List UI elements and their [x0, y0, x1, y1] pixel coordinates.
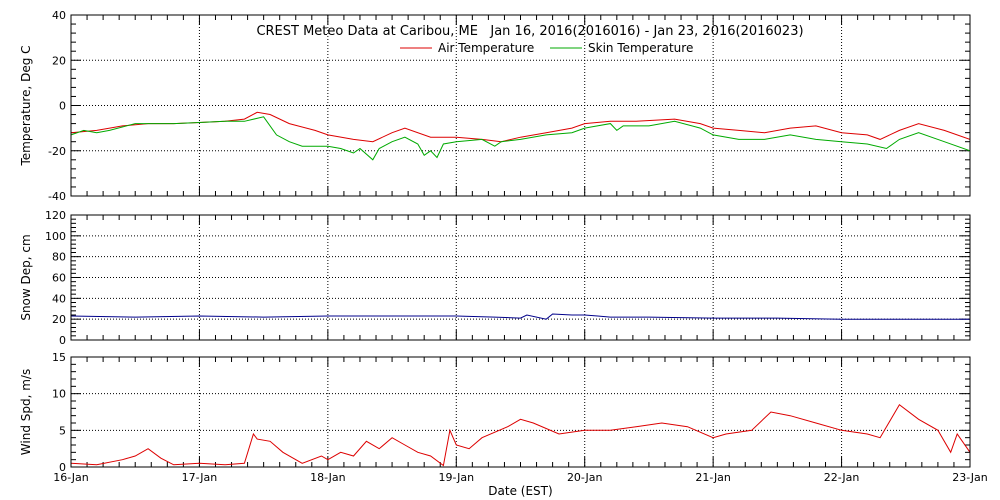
plot-frame [70, 214, 971, 341]
panel-2: 0 20 40 60 80 100 120 Snow Dep, cm [19, 209, 971, 347]
panels: -40 -20 0 20 40 Temperature, Deg C Air Tempera… [19, 9, 988, 498]
series-line-air-temperature [71, 111, 970, 143]
legend-label: Skin Temperature [588, 41, 693, 55]
series-line-3-1 [71, 403, 970, 467]
y-tick-label: 80 [52, 251, 66, 264]
panel-1: -40 -20 0 20 40 Temperature, Deg C Air Tempera… [19, 9, 971, 203]
y-tick-label: 10 [52, 388, 66, 401]
y-tick-label: 20 [52, 54, 66, 67]
x-tick-label: 19-Jan [439, 471, 475, 484]
x-tick-label: 22-Jan [824, 471, 860, 484]
y-axis-label: Snow Dep, cm [19, 234, 33, 320]
legend: Air Temperature Skin Temperature [400, 41, 693, 55]
x-tick-label: 16-Jan [53, 471, 89, 484]
y-tick-label: 15 [52, 351, 66, 364]
y-tick-label: 40 [52, 9, 66, 22]
x-tick-label: 18-Jan [310, 471, 346, 484]
chart-title: CREST Meteo Data at Caribou, ME Jan 16, … [256, 24, 803, 39]
series-line-skin-temperature [71, 116, 970, 161]
y-axis-label: Wind Spd, m/s [19, 369, 33, 455]
x-tick-label: 23-Jan [952, 471, 988, 484]
y-tick-label: 0 [59, 100, 66, 113]
y-tick-label: 0 [59, 461, 66, 474]
y-axis-label: Temperature, Deg C [19, 45, 33, 166]
y-tick-label: 60 [52, 272, 66, 285]
legend-label: Air Temperature [438, 41, 534, 55]
y-tick-label: -40 [48, 190, 66, 203]
y-tick-label: 120 [45, 209, 66, 222]
x-tick-label: 20-Jan [567, 471, 603, 484]
y-tick-label: 5 [59, 424, 66, 437]
x-axis-label: Date (EST) [488, 484, 552, 498]
series-line-2-1 [71, 313, 970, 320]
y-tick-label: 20 [52, 313, 66, 326]
y-tick-label: 40 [52, 292, 66, 305]
plot-frame [70, 356, 971, 468]
y-tick-label: 100 [45, 230, 66, 243]
y-tick-label: 0 [59, 334, 66, 347]
y-tick-label: -20 [48, 145, 66, 158]
panel-3: 0 5 10 15 Wind Spd, m/s 16-Jan 17-Jan 18-Jan 19-… [19, 351, 988, 498]
plot-frame [70, 14, 971, 197]
x-tick-label: 17-Jan [182, 471, 218, 484]
x-tick-label: 21-Jan [695, 471, 731, 484]
